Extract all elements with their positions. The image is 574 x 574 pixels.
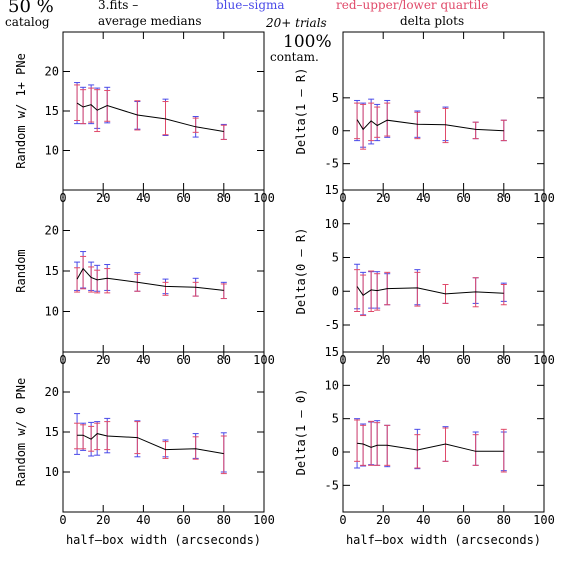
panel-3-xtick-label: 20	[96, 353, 110, 367]
panel-4-ytick-label: 5	[332, 251, 339, 265]
panel-3-xtick-label: 60	[176, 353, 190, 367]
panel-4-ytick-label: -5	[325, 318, 339, 332]
panel-5-xtick-label: 0	[59, 513, 66, 527]
average-medians-label: average medians	[98, 14, 202, 28]
panel-1-xtick-label: 20	[96, 191, 110, 205]
panel-2-xtick-label: 40	[416, 191, 430, 205]
delta-plots-label: delta plots	[400, 14, 465, 28]
catalog-label: catalog	[5, 15, 50, 29]
panel-1-ytick-label: 15	[45, 104, 59, 118]
panel-2-xtick-label: 20	[376, 191, 390, 205]
panel-5-frame	[62, 351, 265, 513]
panel-6-xtick-label: 0	[339, 513, 346, 527]
blue-sigma-legend: blue–sigma	[216, 0, 285, 12]
panel-3-xtick-label: 40	[136, 353, 150, 367]
panel-3-ytick-label: 20	[45, 224, 59, 238]
panel-4-xtick-label: 20	[376, 353, 390, 367]
panel-5-xtick-label: 20	[96, 513, 110, 527]
panel-4-xtick-label: 60	[456, 353, 470, 367]
panel-5-xlabel: half–box width (arcseconds)	[66, 533, 261, 547]
panel-6-ytick-label: 5	[332, 412, 339, 426]
panel-6-xtick-label: 40	[416, 513, 430, 527]
panel-3-xtick-label: 80	[217, 353, 231, 367]
panel-1-ytick-label: 10	[45, 144, 59, 158]
panel-6-xtick-label: 60	[456, 513, 470, 527]
panel-1-xtick-label: 80	[217, 191, 231, 205]
red-quartile-legend: red–upper/lower quartile	[336, 0, 489, 12]
panel-5-ylabel: Random w/ 0 PNe	[14, 378, 28, 486]
panel-4-xtick-label: 40	[416, 353, 430, 367]
panel-3-ytick-label: 10	[45, 305, 59, 319]
panel-2-xtick-label: 60	[456, 191, 470, 205]
panel-6-median-line	[357, 442, 504, 452]
panel-2-ytick-label: 5	[332, 91, 339, 105]
panel-6-ytick-label: 10	[325, 378, 339, 392]
panel-6-ytick-label: 0	[332, 445, 339, 459]
panel-6-ylabel: Delta(1 – 0)	[294, 389, 308, 476]
panel-3-frame	[62, 189, 265, 353]
panel-6-ytick-label: -5	[325, 478, 339, 492]
panel-5-xtick-label: 100	[253, 513, 275, 527]
panel-1-frame	[62, 31, 265, 191]
panel-3-ylabel: Random	[14, 249, 28, 292]
panel-2-frame	[342, 31, 545, 191]
panel-1-ylabel: Random w/ 1+ PNe	[14, 53, 28, 169]
panel-5-median-line	[77, 433, 224, 455]
panel-2-ytick-label: 0	[332, 124, 339, 138]
panel-1-median-line	[76, 102, 224, 132]
contamination-label: contam.	[270, 50, 319, 64]
panel-4-ytick-label: 15	[325, 183, 339, 197]
panel-4-median-line	[356, 286, 504, 296]
panel-2-ylabel: Delta(1 – R)	[294, 68, 308, 155]
fits-label: 3.fits –	[98, 0, 139, 12]
panel-4-ylabel: Delta(0 – R)	[294, 228, 308, 315]
panel-3-median-line	[76, 267, 224, 291]
panel-2-ytick-label: -5	[325, 157, 339, 171]
panel-6-frame	[342, 351, 545, 513]
panel-6-xtick-label: 20	[376, 513, 390, 527]
panel-1-xtick-label: 40	[136, 191, 150, 205]
panel-4-ytick-label: 10	[325, 217, 339, 231]
panel-5-xtick-label: 80	[217, 513, 231, 527]
panel-6-xtick-label: 100	[533, 513, 555, 527]
panel-5-xtick-label: 60	[176, 513, 190, 527]
panel-1-ytick-label: 20	[45, 65, 59, 79]
panel-5-ytick-label: 10	[45, 465, 59, 479]
panel-6-ytick-label: 15	[325, 345, 339, 359]
panel-5-xtick-label: 40	[136, 513, 150, 527]
panel-4-xtick-label: 80	[497, 353, 511, 367]
panel-2-median-line	[356, 119, 504, 132]
panel-4-ytick-label: 0	[332, 284, 339, 298]
panel-3-ytick-label: 15	[45, 264, 59, 278]
panel-6-xlabel: half–box width (arcseconds)	[346, 533, 541, 547]
panel-6-xtick-label: 80	[497, 513, 511, 527]
percent-label: 50 %	[8, 0, 54, 17]
panel-1-xtick-label: 60	[176, 191, 190, 205]
panel-5-ytick-label: 20	[45, 385, 59, 399]
panel-2-xtick-label: 80	[497, 191, 511, 205]
panel-5-ytick-label: 15	[45, 425, 59, 439]
trials-label: 20+ trials	[266, 16, 327, 30]
contamination-percent: 100%	[283, 32, 332, 52]
